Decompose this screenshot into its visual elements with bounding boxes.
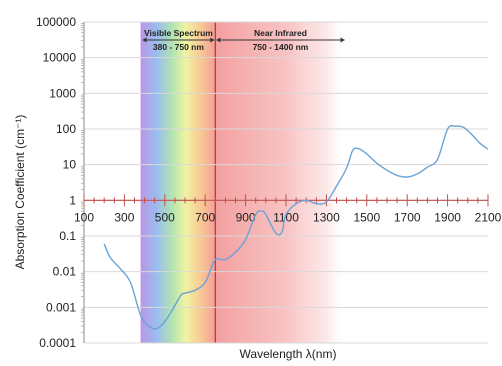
- x-tick-label: 2100: [475, 210, 502, 224]
- x-tick-label: 1500: [353, 210, 380, 224]
- y-tick-label: 0.0001: [39, 336, 76, 350]
- x-tick-label: 500: [155, 210, 175, 224]
- x-tick-label: 1300: [313, 210, 340, 224]
- x-tick-label: 300: [114, 210, 134, 224]
- visible-spectrum-band: [140, 22, 216, 343]
- visible-spectrum-range: 380 - 750 nm: [153, 42, 204, 52]
- x-tick-label: 700: [195, 210, 215, 224]
- nir-range-arrow-head-left: [216, 37, 221, 43]
- y-tick-label: 10000: [43, 51, 77, 65]
- y-tick-label: 100000: [36, 15, 76, 29]
- nir-range-arrow-head-right: [340, 37, 345, 43]
- x-tick-label: 1100: [273, 210, 299, 224]
- y-tick-label: 0.01: [53, 265, 77, 279]
- x-tick-label: 100: [74, 210, 94, 224]
- y-axis-label: Absorption Coefficient (cm⁻¹): [13, 115, 27, 270]
- near-infrared-range: 750 - 1400 nm: [253, 42, 309, 52]
- y-tick-label: 10: [63, 158, 77, 172]
- x-tick-label: 900: [236, 210, 256, 224]
- near-infrared-band: [215, 22, 347, 343]
- y-tick-label: 1: [69, 193, 76, 207]
- near-infrared-title: Near Infrared: [254, 28, 307, 38]
- visible-range-arrow-head-left: [142, 37, 147, 43]
- x-axis-label: Wavelength λ(nm): [240, 347, 337, 361]
- y-tick-label: 100: [56, 122, 76, 136]
- visible-spectrum-title: Visible Spectrum: [144, 28, 213, 38]
- x-tick-label: 1900: [434, 210, 461, 224]
- x-tick-label: 1700: [394, 210, 421, 224]
- y-tick-label: 1000: [49, 86, 76, 100]
- y-tick-label: 0.001: [46, 300, 76, 314]
- y-tick-label: 0.1: [59, 229, 76, 243]
- visible-range-arrow-head-right: [210, 37, 215, 43]
- absorption-series-line: [103, 124, 489, 330]
